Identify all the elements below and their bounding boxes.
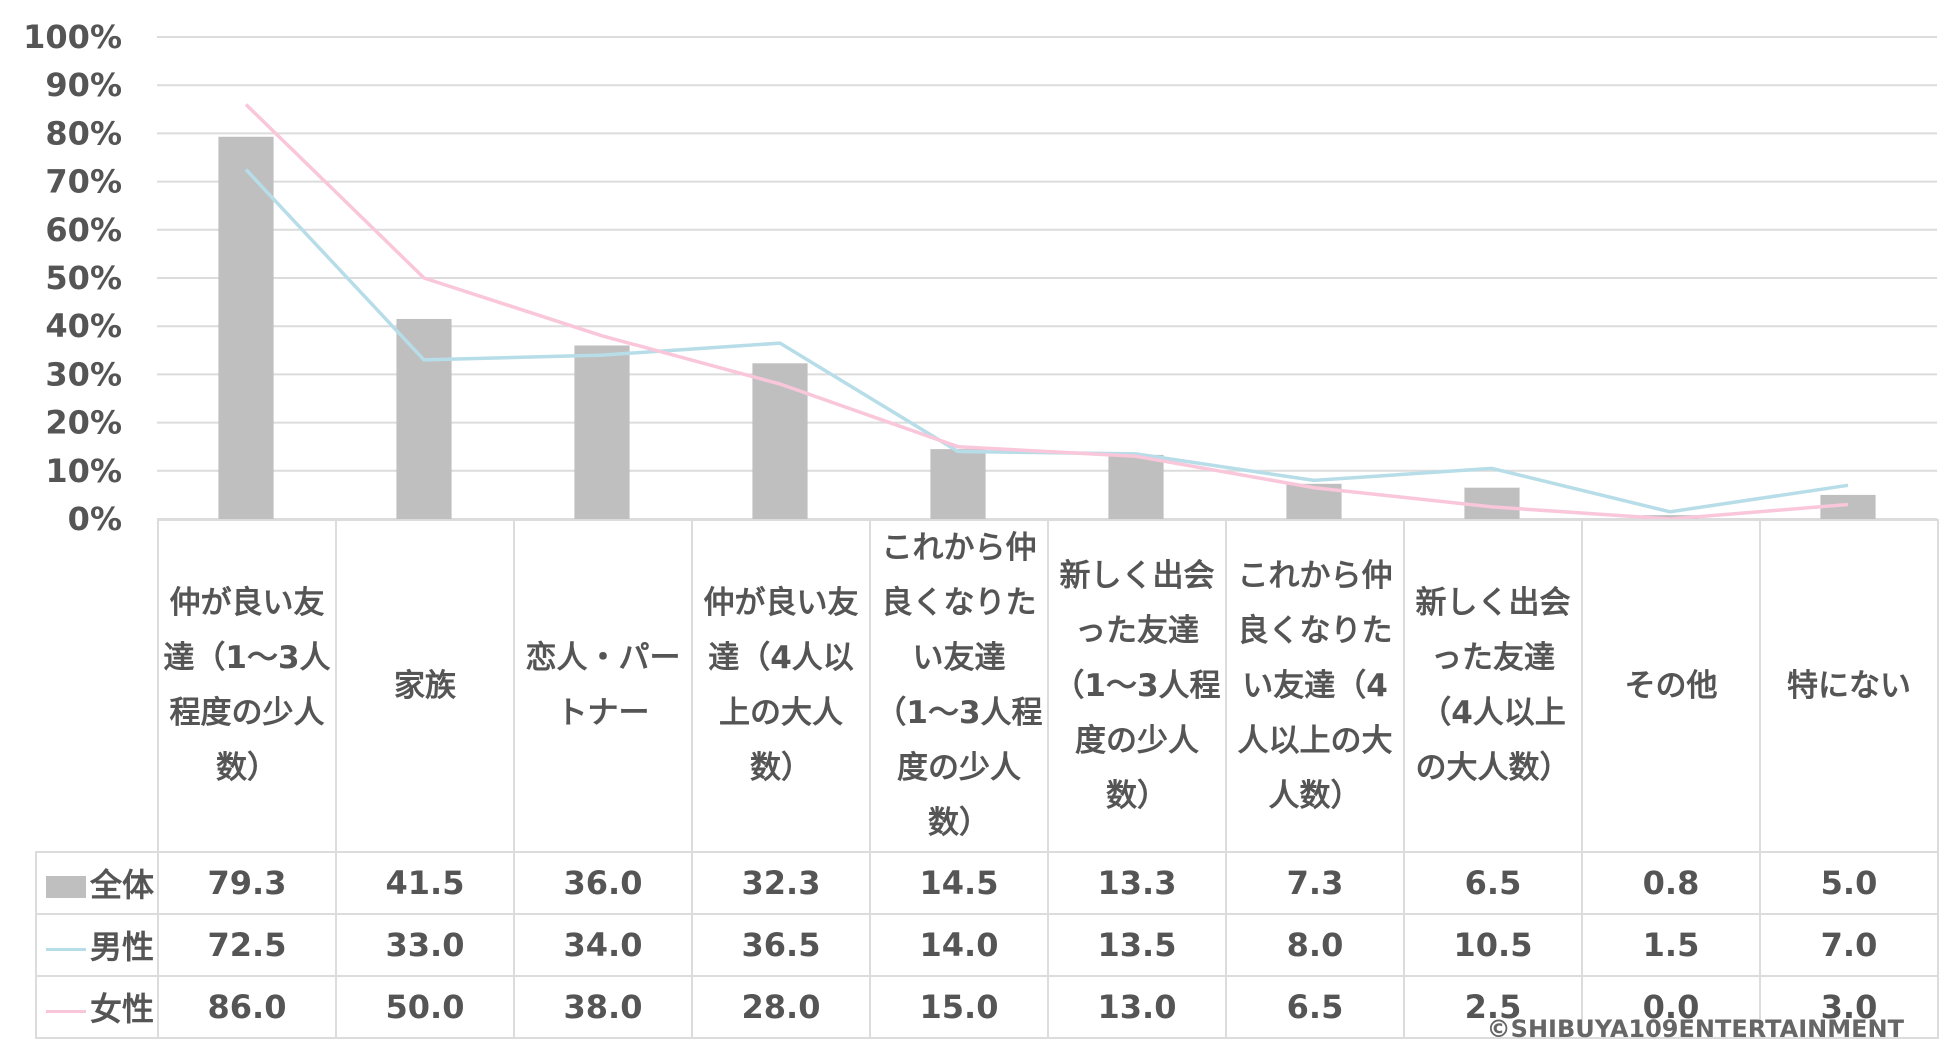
series-lines	[244, 103, 1849, 521]
category-cell: 恋人・パートナー	[513, 519, 693, 853]
bar-overall	[218, 136, 274, 520]
y-tick-label: 30%	[45, 355, 122, 393]
series-line-2	[244, 103, 1849, 521]
bar-overall	[1642, 515, 1698, 519]
series-line-1	[244, 168, 1849, 514]
y-tick-label: 90%	[45, 66, 122, 104]
x-tick-label: これから仲良くなりたい友達（1〜3人程度の少人数）	[875, 530, 1043, 841]
legend-label: 全体	[89, 866, 154, 904]
bar-overall	[930, 449, 986, 519]
data-label: 38.0	[513, 975, 693, 1039]
x-tick-label: 仲が良い友達（1〜3人程度の少人数）	[163, 585, 331, 786]
x-tick-label: これから仲良くなりたい友達（4人以上の大人数）	[1237, 557, 1393, 814]
bar-overall	[574, 345, 630, 519]
data-label: 10.5	[1403, 913, 1583, 977]
x-tick-label: 家族	[394, 667, 456, 704]
data-label: 50.0	[335, 975, 515, 1039]
series-row: 女性 86.0 50.0 38.0 28.0 15.0 13.0 6.5 2.5 0.0 3.0	[35, 975, 1939, 1039]
x-tick-label: 新しく出会った友達（1〜3人程度の少人数）	[1053, 557, 1221, 814]
data-label: 8.0	[1225, 913, 1405, 977]
x-tick-label: 仲が良い友達（4人以上の大人数）	[703, 585, 859, 786]
data-label: 14.0	[869, 913, 1049, 977]
data-label: 7.3	[1225, 851, 1405, 915]
gridlines	[157, 36, 1937, 520]
data-label: 6.5	[1225, 975, 1405, 1039]
category-cell: 仲が良い友達（1〜3人程度の少人数）	[157, 519, 337, 853]
series-row: 全体 79.3 41.5 36.0 32.3 14.5 13.3 7.3 6.5 0.8 5.0	[35, 851, 1939, 915]
data-label: 2.5	[1403, 975, 1583, 1039]
data-label: 3.0	[1759, 975, 1939, 1039]
category-cell: これから仲良くなりたい友達（4人以上の大人数）	[1225, 519, 1405, 853]
data-label: 28.0	[691, 975, 871, 1039]
legend-entry: 全体	[35, 851, 159, 915]
x-tick-label: その他	[1624, 667, 1718, 704]
table-corner	[36, 520, 159, 853]
legend-label: 男性	[89, 928, 154, 966]
y-tick-label: 50%	[45, 259, 122, 297]
legend-line-swatch	[45, 1009, 86, 1013]
data-label: 36.0	[513, 851, 693, 915]
bar-overall	[396, 318, 452, 519]
legend-bar-swatch	[45, 876, 86, 898]
data-label: 72.5	[157, 913, 337, 977]
category-cell: 特にない	[1759, 519, 1939, 853]
legend-entry: 女性	[35, 975, 159, 1039]
data-label: 86.0	[157, 975, 337, 1039]
category-cell: その他	[1581, 519, 1761, 853]
category-cell: これから仲良くなりたい友達（1〜3人程度の少人数）	[869, 519, 1049, 853]
bar-overall	[752, 363, 808, 519]
data-label: 36.5	[691, 913, 871, 977]
data-label: 79.3	[157, 851, 337, 915]
y-tick-label: 100%	[23, 18, 122, 56]
category-cell: 仲が良い友達（4人以上の大人数）	[691, 519, 871, 853]
category-cell: 新しく出会った友達（1〜3人程度の少人数）	[1047, 519, 1227, 853]
x-tick-label: 特にない	[1787, 667, 1911, 704]
data-label: 0.8	[1581, 851, 1761, 915]
data-label: 15.0	[869, 975, 1049, 1039]
bars-overall	[218, 136, 1876, 520]
data-label: 32.3	[691, 851, 871, 915]
data-label: 7.0	[1759, 913, 1939, 977]
data-label: 14.5	[869, 851, 1049, 915]
data-label: 6.5	[1403, 851, 1583, 915]
legend-label: 女性	[89, 990, 154, 1028]
bar-overall	[1108, 454, 1164, 519]
data-label: 33.0	[335, 913, 515, 977]
copyright: ©SHIBUYA109ENTERTAINMENT	[1486, 1015, 1904, 1043]
category-cell: 家族	[335, 519, 515, 853]
data-label: 13.3	[1047, 851, 1227, 915]
data-label: 0.0	[1581, 975, 1761, 1039]
y-tick-label: 10%	[45, 452, 122, 490]
data-label: 5.0	[1759, 851, 1939, 915]
x-tick-label: 恋人・パートナー	[525, 640, 681, 731]
y-tick-label: 70%	[45, 163, 122, 201]
category-row: 仲が良い友達（1〜3人程度の少人数） 家族 恋人・パートナー 仲が良い友達（4人以上の…	[36, 519, 1939, 853]
y-axis-ticks: 0%10%20%30%40%50%60%70%80%90%100%	[23, 18, 122, 538]
y-tick-label: 20%	[45, 404, 122, 442]
y-tick-label: 60%	[45, 211, 122, 249]
data-label: 13.5	[1047, 913, 1227, 977]
data-label: 1.5	[1581, 913, 1761, 977]
data-label: 13.0	[1047, 975, 1227, 1039]
legend-entry: 男性	[35, 913, 159, 977]
y-tick-label: 80%	[45, 114, 122, 152]
data-label: 34.0	[513, 913, 693, 977]
category-cell: 新しく出会った友達（4人以上の大人数）	[1403, 519, 1583, 853]
y-tick-label: 40%	[45, 307, 122, 345]
legend-line-swatch	[45, 947, 86, 951]
data-label: 41.5	[335, 851, 515, 915]
x-tick-label: 新しく出会った友達（4人以上の大人数）	[1415, 585, 1571, 786]
series-row: 男性 72.5 33.0 34.0 36.5 14.0 13.5 8.0 10.5 1.5 7.0	[35, 913, 1939, 977]
data-table: 仲が良い友達（1〜3人程度の少人数） 家族 恋人・パートナー 仲が良い友達（4人以上の…	[35, 519, 1939, 1039]
